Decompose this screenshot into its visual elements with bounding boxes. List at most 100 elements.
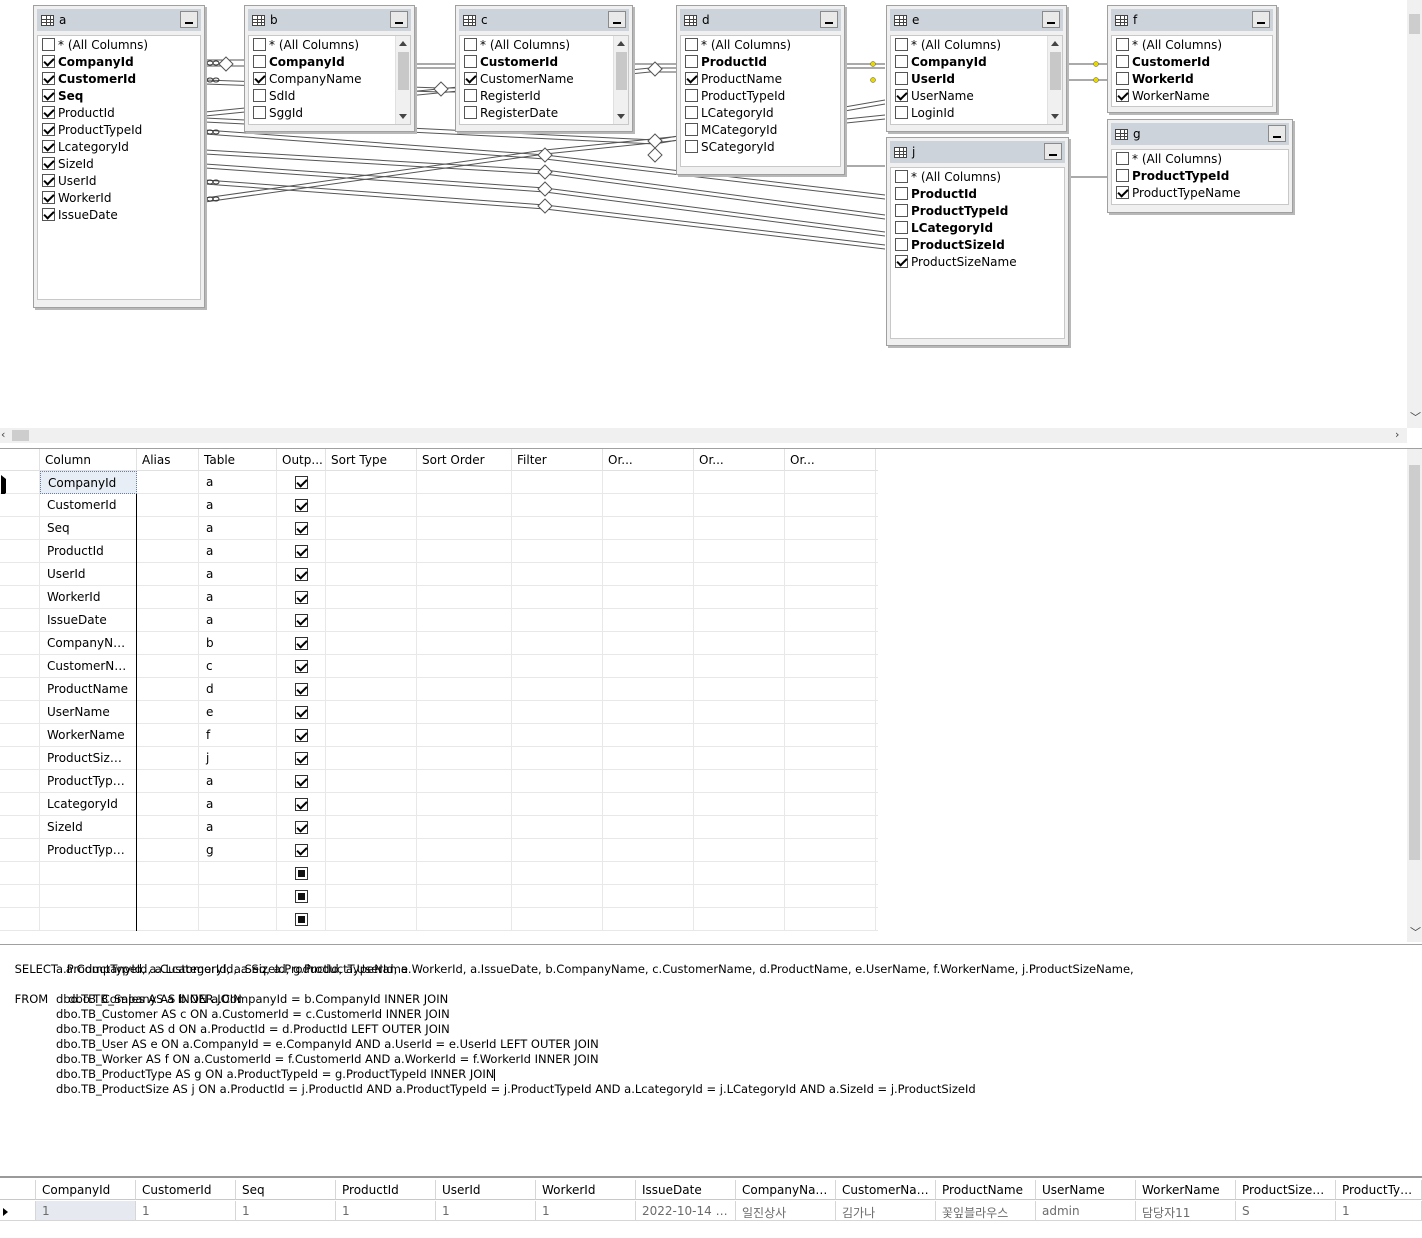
column-row[interactable]: IssueDate [38, 206, 200, 223]
column-list[interactable]: * (All Columns) CustomerId CustomerName Reg… [459, 35, 629, 125]
table-cell[interactable]: a [199, 770, 277, 793]
output-checkbox[interactable] [294, 614, 308, 627]
criteria-column-header[interactable]: Column [40, 449, 137, 471]
output-checkbox[interactable] [294, 729, 308, 742]
or-cell[interactable] [603, 678, 694, 701]
filter-cell[interactable] [512, 655, 603, 678]
minimize-button[interactable] [1044, 143, 1062, 160]
criteria-column-header[interactable]: Or... [785, 449, 876, 471]
sort-order-cell[interactable] [417, 655, 512, 678]
scrollbar-thumb[interactable] [398, 52, 409, 90]
column-row[interactable]: LCategoryId [891, 219, 1064, 236]
column-list[interactable]: * (All Columns) CustomerId WorkerId WorkerN… [1111, 35, 1273, 107]
filter-cell[interactable] [512, 862, 603, 885]
output-cell[interactable] [277, 494, 326, 517]
sql-line[interactable]: dbo.TB_Customer AS c ON a.CustomerId = c… [56, 1007, 450, 1021]
column-checkbox[interactable] [42, 157, 55, 170]
diagram-pane[interactable]: a * (All Columns) CompanyId CustomerId Seq P… [0, 0, 1422, 443]
or-cell[interactable] [694, 816, 785, 839]
sort-order-cell[interactable] [417, 770, 512, 793]
filter-cell[interactable] [512, 701, 603, 724]
sort-type-cell[interactable] [326, 678, 417, 701]
criteria-row[interactable] [0, 885, 878, 908]
column-checkbox[interactable] [895, 89, 908, 102]
alias-cell[interactable] [137, 563, 199, 586]
column-checkbox[interactable] [1116, 55, 1129, 68]
or-cell[interactable] [785, 908, 876, 931]
table-cell[interactable]: a [199, 816, 277, 839]
column-checkbox[interactable] [42, 106, 55, 119]
alias-cell[interactable] [137, 517, 199, 540]
criteria-row[interactable]: WorkerName f [0, 724, 878, 747]
criteria-row[interactable]: ProductType... g [0, 839, 878, 862]
result-column-header[interactable]: UserName [1036, 1180, 1136, 1200]
column-checkbox[interactable] [464, 55, 477, 68]
sort-type-cell[interactable] [326, 862, 417, 885]
column-checkbox[interactable] [895, 221, 908, 234]
column-checkbox[interactable] [42, 191, 55, 204]
column-row[interactable]: MCategoryId [681, 121, 840, 138]
column-checkbox[interactable] [685, 89, 698, 102]
column-row[interactable]: * (All Columns) [38, 36, 200, 53]
scroll-up-icon[interactable] [617, 41, 625, 46]
or-cell[interactable] [603, 655, 694, 678]
result-cell[interactable]: 김가나 [836, 1201, 936, 1221]
scroll-down-icon[interactable]: ﹀ [1410, 411, 1421, 424]
column-row[interactable]: RegisterId [460, 87, 628, 104]
criteria-row[interactable]: SizeId a [0, 816, 878, 839]
table-cell[interactable]: a [199, 793, 277, 816]
column-row[interactable]: UserName [891, 87, 1062, 104]
result-column-header[interactable]: Seq [236, 1180, 336, 1200]
column-row[interactable]: * (All Columns) [460, 36, 628, 53]
table-d[interactable]: d * (All Columns) ProductId ProductName Pro… [676, 5, 845, 175]
column-row[interactable]: CompanyName [249, 70, 410, 87]
table-d-header[interactable]: d [680, 9, 841, 31]
or-cell[interactable] [603, 908, 694, 931]
column-checkbox[interactable] [895, 38, 908, 51]
column-list[interactable]: * (All Columns) ProductTypeId ProductTypeN… [1111, 149, 1289, 205]
filter-cell[interactable] [512, 540, 603, 563]
sort-order-cell[interactable] [417, 724, 512, 747]
output-cell[interactable] [277, 701, 326, 724]
or-cell[interactable] [785, 494, 876, 517]
output-checkbox[interactable] [294, 499, 308, 512]
alias-cell[interactable] [137, 540, 199, 563]
minimize-button[interactable] [1252, 11, 1270, 28]
results-pane[interactable]: CompanyId CustomerId Seq ProductId UserId Wor… [0, 1176, 1422, 1238]
output-cell[interactable] [277, 540, 326, 563]
sort-order-cell[interactable] [417, 816, 512, 839]
column-row[interactable]: ProductId [891, 185, 1064, 202]
result-column-header[interactable]: CompanyName [736, 1180, 836, 1200]
alias-cell[interactable] [137, 793, 199, 816]
output-cell[interactable] [277, 609, 326, 632]
or-cell[interactable] [785, 724, 876, 747]
column-row[interactable]: CompanyId [249, 53, 410, 70]
filter-cell[interactable] [512, 609, 603, 632]
or-cell[interactable] [694, 586, 785, 609]
column-row[interactable]: WorkerName [1112, 87, 1272, 104]
result-cell[interactable]: S [1236, 1201, 1336, 1221]
sort-type-cell[interactable] [326, 471, 417, 494]
row-selector[interactable] [0, 908, 40, 931]
column-cell[interactable]: ProductTypeId [40, 770, 137, 793]
minimize-button[interactable] [1268, 125, 1286, 142]
table-j-header[interactable]: j [890, 141, 1065, 163]
or-cell[interactable] [785, 655, 876, 678]
column-checkbox[interactable] [1116, 152, 1129, 165]
criteria-column-header[interactable]: Outp... [277, 449, 326, 471]
column-cell[interactable]: UserId [40, 563, 137, 586]
sort-type-cell[interactable] [326, 609, 417, 632]
output-cell[interactable] [277, 471, 326, 494]
column-cell[interactable]: SizeId [40, 816, 137, 839]
alias-cell[interactable] [137, 494, 199, 517]
output-cell[interactable] [277, 563, 326, 586]
filter-cell[interactable] [512, 494, 603, 517]
table-cell[interactable]: a [199, 494, 277, 517]
row-selector-icon[interactable] [3, 1208, 8, 1216]
column-checkbox[interactable] [253, 72, 266, 85]
scroll-down-icon[interactable] [617, 114, 625, 119]
or-cell[interactable] [694, 862, 785, 885]
scrollbar-thumb[interactable] [616, 52, 627, 90]
or-cell[interactable] [694, 609, 785, 632]
output-cell[interactable] [277, 655, 326, 678]
